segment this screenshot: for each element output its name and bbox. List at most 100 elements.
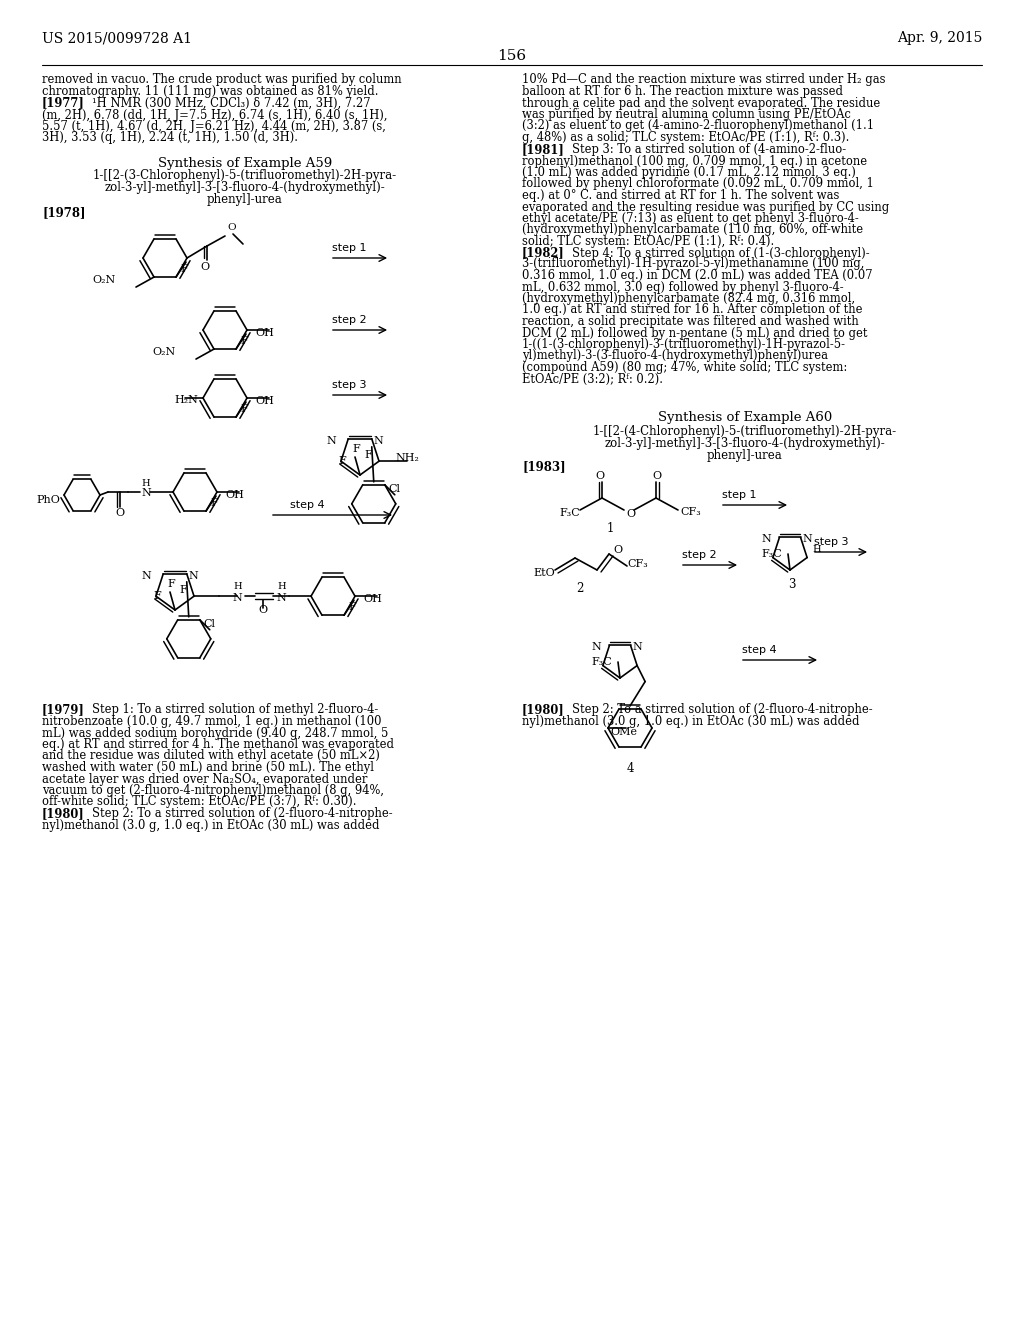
Text: EtOAc/PE (3:2); Rᶠ: 0.2).: EtOAc/PE (3:2); Rᶠ: 0.2). bbox=[522, 372, 663, 385]
Text: step 2: step 2 bbox=[682, 550, 717, 560]
Text: [1977]: [1977] bbox=[42, 96, 85, 110]
Text: N: N bbox=[633, 643, 642, 652]
Text: [1982]: [1982] bbox=[522, 247, 565, 260]
Text: 156: 156 bbox=[498, 49, 526, 63]
Text: solid; TLC system: EtOAc/PE (1:1), Rᶠ: 0.4).: solid; TLC system: EtOAc/PE (1:1), Rᶠ: 0… bbox=[522, 235, 774, 248]
Text: nyl)methanol (3.0 g, 1.0 eq.) in EtOAc (30 mL) was added: nyl)methanol (3.0 g, 1.0 eq.) in EtOAc (… bbox=[42, 818, 380, 832]
Text: mL, 0.632 mmol, 3.0 eq) followed by phenyl 3-fluoro-4-: mL, 0.632 mmol, 3.0 eq) followed by phen… bbox=[522, 281, 844, 293]
Text: step 1: step 1 bbox=[332, 243, 367, 253]
Text: eq.) at 0° C. and stirred at RT for 1 h. The solvent was: eq.) at 0° C. and stirred at RT for 1 h.… bbox=[522, 189, 840, 202]
Text: N: N bbox=[762, 535, 771, 544]
Text: acetate layer was dried over Na₂SO₄, evaporated under: acetate layer was dried over Na₂SO₄, eva… bbox=[42, 772, 368, 785]
Text: ethyl acetate/PE (7:13) as eluent to get phenyl 3-fluoro-4-: ethyl acetate/PE (7:13) as eluent to get… bbox=[522, 213, 859, 224]
Text: [1980]: [1980] bbox=[522, 704, 565, 717]
Text: (1.0 mL) was added pyridine (0.17 mL, 2.12 mmol, 3 eq.): (1.0 mL) was added pyridine (0.17 mL, 2.… bbox=[522, 166, 856, 180]
Text: OH: OH bbox=[255, 396, 273, 407]
Text: 1-[[2-(4-Chlorophenyl)-5-(trifluoromethyl)-2H-pyra-: 1-[[2-(4-Chlorophenyl)-5-(trifluoromethy… bbox=[593, 425, 897, 437]
Text: through a celite pad and the solvent evaporated. The residue: through a celite pad and the solvent eva… bbox=[522, 96, 881, 110]
Text: N: N bbox=[327, 436, 336, 446]
Text: step 4: step 4 bbox=[290, 500, 325, 510]
Text: [1983]: [1983] bbox=[522, 461, 565, 474]
Text: N: N bbox=[276, 593, 286, 603]
Text: 1-[[2-(3-Chlorophenyl)-5-(trifluoromethyl)-2H-pyra-: 1-[[2-(3-Chlorophenyl)-5-(trifluoromethy… bbox=[93, 169, 397, 182]
Text: [1979]: [1979] bbox=[42, 704, 85, 717]
Text: reaction, a solid precipitate was filtered and washed with: reaction, a solid precipitate was filter… bbox=[522, 315, 859, 327]
Text: rophenyl)methanol (100 mg, 0.709 mmol, 1 eq.) in acetone: rophenyl)methanol (100 mg, 0.709 mmol, 1… bbox=[522, 154, 867, 168]
Text: phenyl]-urea: phenyl]-urea bbox=[708, 449, 783, 462]
Text: Step 3: To a stirred solution of (4-amino-2-fluo-: Step 3: To a stirred solution of (4-amin… bbox=[572, 144, 846, 157]
Text: phenyl]-urea: phenyl]-urea bbox=[207, 194, 283, 206]
Text: O: O bbox=[258, 605, 267, 615]
Text: washed with water (50 mL) and brine (50 mL). The ethyl: washed with water (50 mL) and brine (50 … bbox=[42, 762, 374, 774]
Text: Step 4: To a stirred solution of (1-(3-chlorophenyl)-: Step 4: To a stirred solution of (1-(3-c… bbox=[572, 247, 869, 260]
Text: F: F bbox=[210, 498, 218, 508]
Text: 1-((1-(3-chlorophenyl)-3-(trifluoromethyl)-1H-pyrazol-5-: 1-((1-(3-chlorophenyl)-3-(trifluoromethy… bbox=[522, 338, 846, 351]
Text: followed by phenyl chloroformate (0.092 mL, 0.709 mmol, 1: followed by phenyl chloroformate (0.092 … bbox=[522, 177, 873, 190]
Text: H: H bbox=[141, 479, 150, 487]
Text: H₂N: H₂N bbox=[174, 395, 198, 405]
Text: O: O bbox=[201, 261, 210, 272]
Text: g, 48%) as a solid; TLC system: EtOAc/PE (1:1), Rᶠ: 0.3).: g, 48%) as a solid; TLC system: EtOAc/PE… bbox=[522, 131, 849, 144]
Text: 0.316 mmol, 1.0 eq.) in DCM (2.0 mL) was added TEA (0.07: 0.316 mmol, 1.0 eq.) in DCM (2.0 mL) was… bbox=[522, 269, 872, 282]
Text: 4: 4 bbox=[627, 762, 634, 775]
Text: ¹H NMR (300 MHz, CDCl₃) δ 7.42 (m, 3H), 7.27: ¹H NMR (300 MHz, CDCl₃) δ 7.42 (m, 3H), … bbox=[92, 96, 371, 110]
Text: H: H bbox=[278, 582, 286, 590]
Text: Cl: Cl bbox=[204, 619, 216, 628]
Text: F: F bbox=[179, 585, 186, 595]
Text: F: F bbox=[338, 455, 346, 466]
Text: F: F bbox=[180, 264, 187, 275]
Text: F: F bbox=[240, 337, 248, 346]
Text: 2: 2 bbox=[577, 582, 584, 594]
Text: evaporated and the resulting residue was purified by CC using: evaporated and the resulting residue was… bbox=[522, 201, 889, 214]
Text: Step 1: To a stirred solution of methyl 2-fluoro-4-: Step 1: To a stirred solution of methyl … bbox=[92, 704, 378, 717]
Text: 1: 1 bbox=[606, 521, 613, 535]
Text: yl)methyl)-3-(3-fluoro-4-(hydroxymethyl)phenyl)urea: yl)methyl)-3-(3-fluoro-4-(hydroxymethyl)… bbox=[522, 350, 828, 363]
Text: step 1: step 1 bbox=[722, 490, 757, 500]
Text: O: O bbox=[613, 545, 623, 554]
Text: 3: 3 bbox=[788, 578, 796, 590]
Text: Step 2: To a stirred solution of (2-fluoro-4-nitrophe-: Step 2: To a stirred solution of (2-fluo… bbox=[572, 704, 872, 717]
Text: O: O bbox=[115, 508, 124, 517]
Text: off-white solid; TLC system: EtOAc/PE (3:7), Rᶠ: 0.30).: off-white solid; TLC system: EtOAc/PE (3… bbox=[42, 796, 356, 808]
Text: balloon at RT for 6 h. The reaction mixture was passed: balloon at RT for 6 h. The reaction mixt… bbox=[522, 84, 843, 98]
Text: 10% Pd—C and the reaction mixture was stirred under H₂ gas: 10% Pd—C and the reaction mixture was st… bbox=[522, 74, 886, 87]
Text: zol-3-yl]-methyl]-3-[3-fluoro-4-(hydroxymethyl)-: zol-3-yl]-methyl]-3-[3-fluoro-4-(hydroxy… bbox=[104, 181, 385, 194]
Text: N: N bbox=[141, 488, 151, 498]
Text: F₃C: F₃C bbox=[559, 508, 580, 517]
Text: step 3: step 3 bbox=[332, 380, 367, 389]
Text: EtO: EtO bbox=[534, 568, 555, 578]
Text: 3-(trifluoromethyl)-1H-pyrazol-5-yl)methanamine (100 mg,: 3-(trifluoromethyl)-1H-pyrazol-5-yl)meth… bbox=[522, 257, 864, 271]
Text: 3H), 3.53 (q, 1H), 2.24 (t, 1H), 1.50 (d, 3H).: 3H), 3.53 (q, 1H), 2.24 (t, 1H), 1.50 (d… bbox=[42, 132, 298, 144]
Text: eq.) at RT and stirred for 4 h. The methanol was evaporated: eq.) at RT and stirred for 4 h. The meth… bbox=[42, 738, 394, 751]
Text: step 2: step 2 bbox=[332, 315, 367, 325]
Text: OH: OH bbox=[225, 490, 244, 500]
Text: N: N bbox=[188, 570, 199, 581]
Text: step 4: step 4 bbox=[742, 645, 776, 655]
Text: Cl: Cl bbox=[389, 483, 400, 494]
Text: F: F bbox=[364, 450, 372, 459]
Text: nitrobenzoate (10.0 g, 49.7 mmol, 1 eq.) in methanol (100: nitrobenzoate (10.0 g, 49.7 mmol, 1 eq.)… bbox=[42, 715, 382, 729]
Text: nyl)methanol (3.0 g, 1.0 eq.) in EtOAc (30 mL) was added: nyl)methanol (3.0 g, 1.0 eq.) in EtOAc (… bbox=[522, 715, 859, 729]
Text: and the residue was diluted with ethyl acetate (50 mL×2): and the residue was diluted with ethyl a… bbox=[42, 750, 380, 763]
Text: zol-3-yl]-methyl]-3-[3-fluoro-4-(hydroxymethyl)-: zol-3-yl]-methyl]-3-[3-fluoro-4-(hydroxy… bbox=[604, 437, 886, 450]
Text: DCM (2 mL) followed by n-pentane (5 mL) and dried to get: DCM (2 mL) followed by n-pentane (5 mL) … bbox=[522, 326, 867, 339]
Text: O₂N: O₂N bbox=[93, 275, 116, 285]
Text: CF₃: CF₃ bbox=[680, 507, 700, 517]
Text: [1980]: [1980] bbox=[42, 807, 85, 820]
Text: N: N bbox=[141, 570, 152, 581]
Text: F: F bbox=[352, 444, 359, 454]
Text: (m, 2H), 6.78 (dd, 1H, J=7.5 Hz), 6.74 (s, 1H), 6.40 (s, 1H),: (m, 2H), 6.78 (dd, 1H, J=7.5 Hz), 6.74 (… bbox=[42, 108, 387, 121]
Text: N: N bbox=[232, 593, 242, 603]
Text: OH: OH bbox=[364, 594, 382, 605]
Text: OH: OH bbox=[255, 327, 273, 338]
Text: NH₂: NH₂ bbox=[395, 453, 419, 463]
Text: Step 2: To a stirred solution of (2-fluoro-4-nitrophe-: Step 2: To a stirred solution of (2-fluo… bbox=[92, 807, 392, 820]
Text: OMe: OMe bbox=[610, 727, 637, 737]
Text: N: N bbox=[803, 535, 812, 544]
Text: F₃C: F₃C bbox=[761, 549, 782, 558]
Text: mL) was added sodium borohydride (9.40 g, 248.7 mmol, 5: mL) was added sodium borohydride (9.40 g… bbox=[42, 726, 388, 739]
Text: O: O bbox=[227, 223, 236, 232]
Text: PhO: PhO bbox=[36, 495, 60, 506]
Text: F: F bbox=[348, 602, 355, 612]
Text: F: F bbox=[153, 591, 161, 601]
